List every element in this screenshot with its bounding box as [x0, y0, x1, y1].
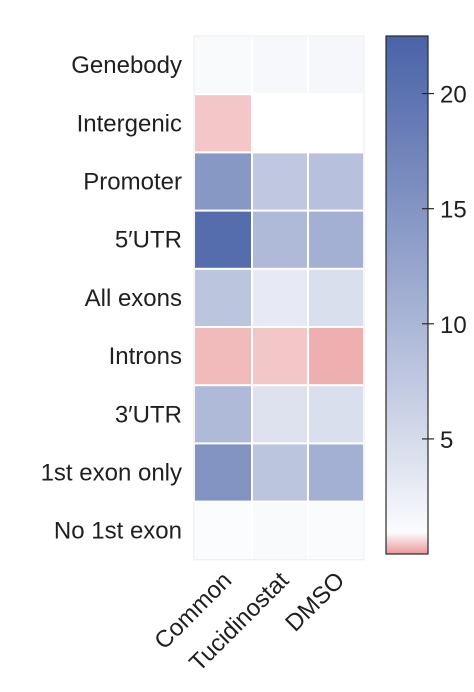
heatmap-cell — [253, 386, 307, 443]
heatmap-cell — [309, 37, 363, 94]
heatmap-cell — [253, 211, 307, 268]
row-label: Promoter — [83, 169, 182, 196]
heatmap-cell — [195, 211, 251, 268]
heatmap-cell — [253, 37, 307, 94]
heatmap-cell — [195, 95, 251, 152]
heatmap-cell — [195, 386, 251, 443]
heatmap-cell — [253, 444, 307, 501]
heatmap-cell — [309, 444, 363, 501]
colorbar-tick-label: 15 — [440, 197, 467, 224]
colorbar: 5 10 15 20 — [385, 35, 467, 555]
colorbar-tick-label: 10 — [440, 312, 467, 339]
colorbar-tick-label: 20 — [440, 82, 467, 109]
heatmap-cell — [195, 328, 251, 385]
heatmap-cell — [309, 328, 363, 385]
row-label: Intergenic — [77, 110, 182, 137]
heatmap-cell — [195, 153, 251, 210]
heatmap-cell — [195, 269, 251, 326]
row-label: 5′UTR — [115, 227, 182, 254]
heatmap-cell — [195, 502, 251, 559]
row-label: 3′UTR — [115, 401, 182, 428]
colorbar-gradient — [385, 35, 429, 555]
colorbar-tick-label: 5 — [440, 427, 453, 454]
row-label: Genebody — [71, 52, 182, 79]
heatmap-cell — [309, 386, 363, 443]
heatmap-cell — [309, 502, 363, 559]
row-label: Introns — [109, 343, 182, 370]
heatmap-cell — [309, 95, 363, 152]
heatmap-cell — [253, 95, 307, 152]
heatmap-cell — [253, 502, 307, 559]
column-label: DMSO — [280, 567, 350, 637]
heatmap-cell — [253, 328, 307, 385]
heatmap-cell — [195, 37, 251, 94]
row-labels: Genebody Intergenic Promoter 5′UTR All exons… — [41, 52, 182, 545]
heatmap-cell — [253, 153, 307, 210]
heatmap-cell — [253, 269, 307, 326]
heatmap-cell — [309, 269, 363, 326]
row-label: All exons — [85, 285, 182, 312]
heatmap-border — [193, 35, 365, 561]
row-label: 1st exon only — [41, 460, 182, 487]
heatmap-cells — [193, 35, 365, 561]
heatmap-cell — [309, 153, 363, 210]
heatmap-cell — [195, 444, 251, 501]
heatmap-cell — [309, 211, 363, 268]
row-label: No 1st exon — [54, 518, 182, 545]
